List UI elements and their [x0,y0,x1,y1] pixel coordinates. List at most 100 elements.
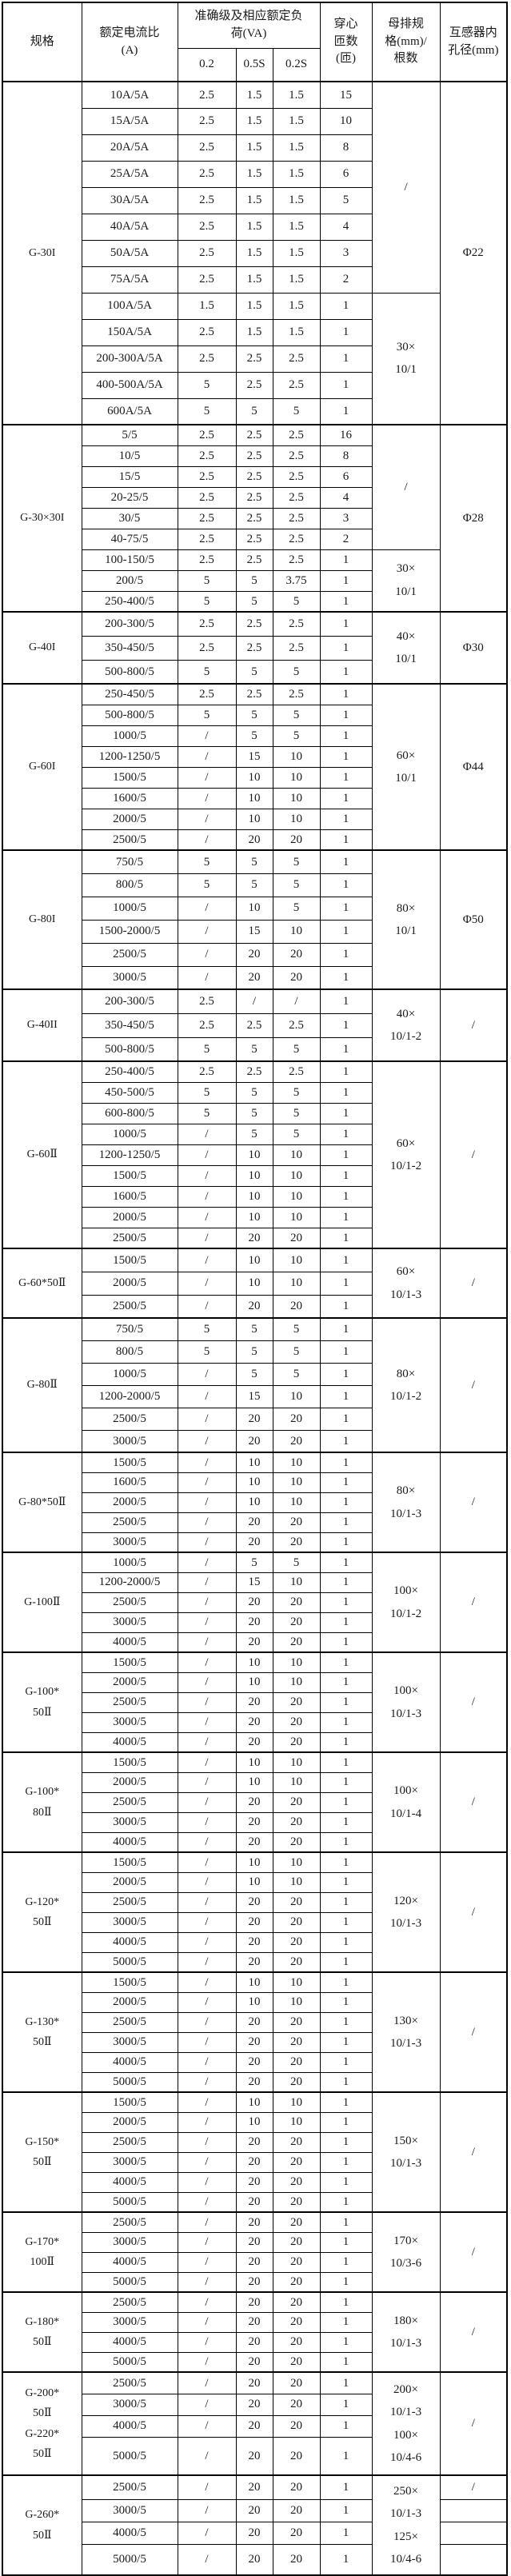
load-0.2s-cell: 2.5 [272,549,321,571]
load-0.2s-cell: 5 [272,1340,321,1364]
ratio-cell: 1500/5 [81,766,178,789]
turns-cell: 1 [319,1317,373,1341]
load-0.2-cell: 2.5 [177,445,237,467]
ratio-cell: 2000/5 [81,1271,178,1296]
turns-cell: 1 [319,2071,373,2093]
data-row: 3000/5/20 20 1 [2,2393,507,2416]
load-0.2-cell: / [177,1671,237,1693]
load-0.2-cell: 5 [177,1340,237,1364]
load-0.2-cell: / [177,919,237,944]
turns-cell: 1 [319,2351,373,2373]
spec-cell: G-80I [2,849,82,990]
load-0.2s-cell: 5 [272,590,321,613]
load-0.5s-cell: 20 [235,2051,273,2073]
load-0.2-cell: 2.5 [177,683,237,705]
load-0.2s-cell: 10 [272,1206,321,1228]
spec-cell: G-30×30I [2,424,82,613]
busbar-cell: 100× 10/1-2 [371,1552,441,1653]
load-0.2-cell: 5 [177,1081,237,1104]
load-0.5s-cell: 5 [235,659,273,685]
load-0.2-cell: / [177,1512,237,1533]
col-header-rated-current-ratio: 额定电流比 (A) [81,2,178,82]
load-0.5s-cell: 10 [235,1851,273,1873]
ratio-cell: 3000/5 [81,2311,178,2333]
hole-diameter-cell: / [439,2091,508,2213]
load-0.2-cell: / [177,1851,237,1873]
data-row: 1600/5/10 10 1 [2,787,507,809]
load-0.2-cell: / [177,2031,237,2053]
load-0.5s-cell: 20 [235,1831,273,1853]
load-0.5s-cell: 1.5 [235,160,273,188]
hole-diameter-cell: / [439,2211,508,2293]
load-0.2-cell: / [177,1592,237,1613]
load-0.2-cell: / [177,1651,237,1673]
load-0.2s-cell: 2.5 [272,465,321,488]
load-0.2-cell: / [177,725,237,747]
load-0.5s-cell: 2.5 [235,371,273,399]
ratio-cell: 1500/5 [81,1971,178,1993]
ratio-cell: 3000/5 [81,2393,178,2416]
load-0.2s-cell: 20 [272,1227,321,1249]
load-0.2-cell: 2.5 [177,107,237,135]
turns-cell: 1 [319,1771,373,1793]
load-0.5s-cell: 1.5 [235,81,273,109]
load-0.2s-cell: 20 [272,2543,321,2576]
busbar-cell: 100× 10/1-3 [371,1651,441,1753]
load-0.2s-cell: 1.5 [272,292,321,320]
load-0.2-cell: / [177,1472,237,1493]
load-0.5s-cell: 5 [235,1036,273,1062]
data-row: 2500/5/20 20 1 [2,829,507,851]
load-0.2s-cell: 5 [272,1081,321,1104]
load-0.5s-cell: 1.5 [235,134,273,162]
turns-cell: 1 [319,371,373,399]
load-0.2s-cell: 20 [272,1931,321,1953]
turns-cell: 1 [319,2191,373,2213]
load-0.5s-cell: 20 [235,2371,273,2394]
turns-cell: 1 [319,942,373,967]
busbar-cell: 80× 10/1-3 [371,1452,441,1553]
load-0.5s-cell: 20 [235,2171,273,2193]
load-0.5s-cell: 10 [235,1671,273,1693]
turns-cell: 8 [319,134,373,162]
turns-cell: 1 [319,1751,373,1773]
turns-cell: 1 [319,873,373,897]
load-0.5s-cell: 20 [235,2231,273,2253]
turns-cell: 10 [319,107,373,135]
busbar-cell: 60× 10/1-3 [371,1248,441,1319]
load-0.5s-cell: 2.5 [235,507,273,529]
load-0.2-cell: 2.5 [177,424,237,446]
load-0.2-cell: / [177,1611,237,1633]
data-row: 5000/5/20 20 1 [2,2436,507,2476]
ratio-cell: 250-400/5 [81,1060,178,1083]
turns-cell: 1 [319,1991,373,2013]
load-0.2-cell: / [177,1691,237,1713]
busbar-cell: 30× 10/1 [371,549,441,613]
load-0.2-cell: / [177,2393,237,2416]
data-row: 2000/5/10 10 1 [2,1871,507,1893]
ratio-cell: 2000/5 [81,1871,178,1893]
load-0.2-cell: 2.5 [177,1012,237,1038]
ratio-cell: 100-150/5 [81,549,178,571]
load-0.2s-cell: 20 [272,2371,321,2394]
load-0.2-cell: 2.5 [177,81,237,109]
load-0.2-cell: / [177,1991,237,2013]
load-0.2s-cell: 20 [272,1407,321,1431]
load-0.5s-cell: 2.5 [235,611,273,637]
ratio-cell: 4000/5 [81,1631,178,1653]
load-0.2s-cell: 10 [272,2091,321,2113]
ratio-cell: 400-500A/5A [81,371,178,399]
ratio-cell: 450-500/5 [81,1081,178,1104]
busbar-cell: 100× 10/1-4 [371,1751,441,1853]
spec-cell: G-100* 50Ⅱ [2,1651,82,1753]
data-row: 2500/5/20 20 1 [2,1791,507,1813]
load-0.2-cell: / [177,1552,237,1573]
load-0.2s-cell: 1.5 [272,239,321,267]
data-row: G-120* 50Ⅱ 1500/5/10 10 1 120× 10/1-3/ [2,1851,508,1973]
load-0.2-cell: 2.5 [177,239,237,267]
load-0.5s-cell: 20 [235,2393,273,2416]
ratio-cell: 20A/5A [81,134,178,162]
load-0.2s-cell: 2.5 [272,445,321,467]
ratio-cell: 50A/5A [81,239,178,267]
data-row: G-80Ⅱ 750/5 5 5 5 1 80× 10/1-2/ [2,1317,508,1453]
turns-cell: 1 [319,1671,373,1693]
